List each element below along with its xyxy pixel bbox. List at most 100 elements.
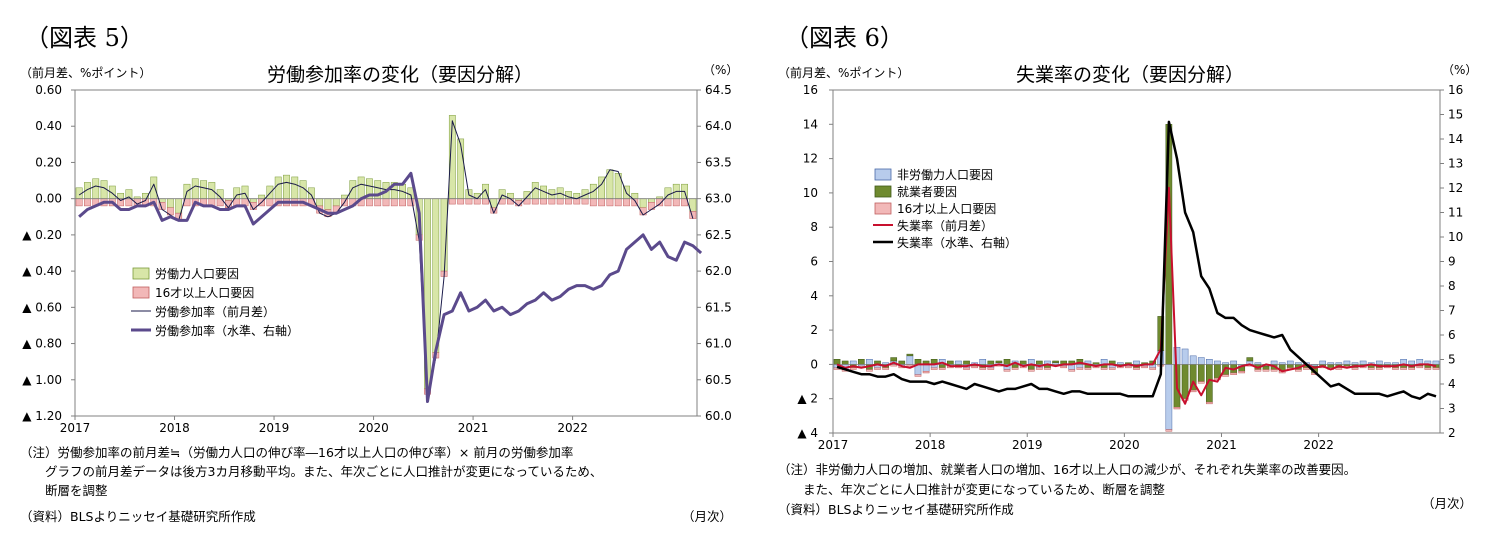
- f6-right-tick-label: 9: [1448, 255, 1456, 269]
- f6-line-level: [836, 120, 1437, 400]
- f5-legend-label: 労働参加率（水準、右軸）: [155, 323, 299, 338]
- figure6-right-unit: （%）: [1442, 63, 1478, 77]
- f5-legend-label: 16才以上人口要因: [155, 286, 254, 300]
- f6-right-tick-label: 14: [1448, 132, 1463, 146]
- f6-bar-non-labor: [979, 359, 987, 365]
- f6-bar-non-labor: [1286, 360, 1294, 365]
- f6-bar-non-labor: [1343, 360, 1351, 365]
- f6-left-tick-label: 16: [803, 83, 818, 97]
- f6-bar-employed: [858, 359, 865, 365]
- f5-right-tick-label: 60.5: [705, 373, 732, 387]
- f6-bar-pop16: [1060, 365, 1067, 369]
- f6-bar-pop16: [1295, 369, 1302, 372]
- f5-left-tick-label: 0.20: [35, 155, 62, 169]
- f6-bar-pop16: [1303, 367, 1310, 370]
- f6-left-tick-label: 0: [810, 357, 818, 371]
- f6-right-tick-label: 10: [1448, 230, 1463, 244]
- f6-legend-swatch-non-labor: [874, 168, 892, 181]
- f6-bar-employed: [947, 360, 954, 365]
- f6-bar-pop16: [1076, 367, 1084, 370]
- f6-bar-pop16: [1149, 367, 1157, 370]
- figure6-label: （図表 6）: [785, 24, 904, 52]
- f5-right-tick-label: 60.0: [705, 409, 732, 423]
- f6-bar-pop16: [1230, 372, 1237, 375]
- f6-bar-non-labor: [1076, 364, 1084, 369]
- f6-legend-label: 失業率（水準、右軸）: [897, 235, 1017, 250]
- f6-bar-pop16: [1003, 369, 1011, 372]
- f5-legend-swatch-labor-force: [132, 267, 150, 280]
- figure5-right-unit: （%）: [703, 63, 739, 77]
- f5-left-tick-label: ▲ 0.80: [22, 337, 62, 351]
- f6-bar-pop16: [971, 365, 978, 369]
- f5-x-tick-label: 2018: [159, 421, 190, 435]
- f6-legend-label: 就業者要因: [897, 185, 957, 199]
- f6-x-tick-label: 2022: [1303, 438, 1334, 452]
- f5-left-tick-label: ▲ 0.20: [22, 228, 62, 242]
- figure6-source: （資料）BLSよりニッセイ基礎研究所作成: [778, 502, 1014, 517]
- f6-bar-employed: [1052, 360, 1059, 363]
- f6-right-tick-label: 2: [1448, 426, 1456, 440]
- f5-right-tick-label: 63.0: [705, 192, 732, 206]
- f6-bar-employed: [890, 357, 898, 362]
- f6-bar-pop16: [1375, 367, 1383, 370]
- f6-bar-non-labor: [1408, 360, 1415, 365]
- f6-bar-non-labor: [1214, 360, 1221, 365]
- f6-bar-employed: [995, 360, 1003, 363]
- f6-bar-non-labor: [866, 359, 873, 365]
- f6-bar-pop16: [1424, 367, 1432, 370]
- f5-legend-swatch-pop16: [132, 286, 150, 299]
- f6-bar-pop16: [849, 367, 857, 370]
- f6-bar-pop16: [1068, 369, 1076, 372]
- f6-bar-non-labor: [1270, 360, 1278, 365]
- f6-bar-pop16: [1270, 369, 1278, 372]
- f6-legend-label: 非労働力人口要因: [897, 168, 993, 182]
- f6-right-tick-label: 7: [1448, 304, 1456, 318]
- f5-right-tick-label: 62.0: [705, 264, 732, 278]
- f6-legend-swatch-pop16: [874, 202, 892, 215]
- figure6-note-1: （注）非労働力人口の増加、就業者人口の増加、16才以上人口の減少が、それぞれ失業…: [778, 462, 1357, 477]
- f6-left-tick-label: 10: [803, 186, 818, 200]
- f6-bar-pop16: [1027, 369, 1035, 372]
- f6-bar-employed: [1286, 364, 1294, 369]
- f6-bar-pop16: [866, 369, 873, 372]
- figure5-month-unit: （月次）: [682, 509, 733, 524]
- f6-bar-employed: [1262, 365, 1270, 370]
- f6-bar-pop16: [1011, 367, 1019, 370]
- f6-left-tick-label: ▲ 4: [797, 426, 818, 440]
- f6-bar-pop16: [1416, 365, 1424, 369]
- figure6-note-2: また、年次ごとに人口推計が変更になっているため、断層を調整: [778, 482, 1165, 497]
- f6-bar-pop16: [1238, 371, 1246, 374]
- f6-bar-pop16: [1222, 374, 1229, 377]
- f6-bar-employed: [841, 360, 849, 365]
- f6-right-tick-label: 8: [1448, 279, 1456, 293]
- f6-bar-non-labor: [1230, 360, 1237, 365]
- f5-plot-frame: [74, 89, 698, 417]
- f5-x-tick-label: 2022: [557, 421, 588, 435]
- f5-legend-label: 労働力人口要因: [155, 267, 239, 281]
- f6-left-tick-label: 12: [803, 152, 818, 166]
- f6-x-tick-label: 2021: [1206, 438, 1237, 452]
- f5-right-tick-label: 61.5: [705, 300, 732, 314]
- f6-bar-pop16: [922, 371, 930, 374]
- f6-bar-employed: [938, 364, 946, 369]
- f6-bar-pop16: [963, 367, 970, 370]
- f6-bar-pop16: [1100, 367, 1108, 370]
- f6-right-tick-label: 15: [1448, 108, 1463, 122]
- f6-x-tick-label: 2017: [818, 438, 849, 452]
- f6-bar-pop16: [1262, 369, 1270, 372]
- f5-line-level: [78, 171, 703, 403]
- f6-bar-pop16: [1400, 367, 1407, 370]
- f5-left-tick-label: ▲ 0.40: [22, 264, 62, 278]
- f5-left-tick-label: ▲ 0.60: [22, 300, 62, 314]
- figure5-label: （図表 5）: [25, 24, 144, 52]
- f6-bar-pop16: [1173, 407, 1181, 410]
- figure5-note-3: 断層を調整: [20, 483, 108, 498]
- f6-bar-non-labor: [1165, 364, 1173, 430]
- f6-bar-employed: [1246, 357, 1254, 362]
- f6-bar-non-labor: [922, 364, 930, 372]
- f6-bar-pop16: [882, 367, 889, 370]
- f5-left-tick-label: ▲ 1.20: [22, 409, 62, 423]
- f6-line-diff: [836, 186, 1437, 405]
- f6-right-tick-label: 3: [1448, 402, 1456, 416]
- f6-bar-employed: [1003, 359, 1011, 365]
